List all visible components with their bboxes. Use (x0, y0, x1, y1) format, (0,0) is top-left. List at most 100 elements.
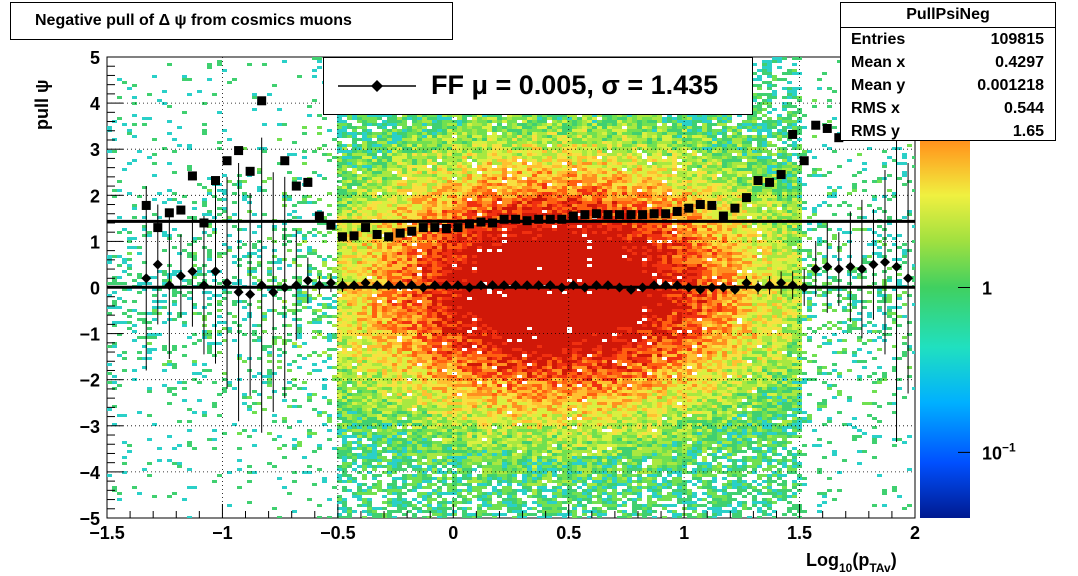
heatmap-bin (472, 375, 477, 378)
heatmap-bin (382, 180, 387, 183)
heatmap-bin (402, 453, 407, 456)
heatmap-bin (372, 312, 377, 315)
heatmap-bin (327, 192, 332, 195)
heatmap-bin (457, 387, 462, 390)
heatmap-bin (437, 261, 442, 264)
heatmap-bin (347, 249, 352, 252)
heatmap-bin (267, 309, 272, 312)
heatmap-bin (462, 327, 467, 330)
heatmap-bin (467, 120, 472, 123)
heatmap-bin (402, 336, 407, 339)
heatmap-bin (397, 372, 402, 375)
heatmap-bin (447, 405, 452, 408)
heatmap-bin (337, 150, 342, 153)
heatmap-bin (412, 459, 417, 462)
heatmap-bin (417, 435, 422, 438)
heatmap-bin (357, 114, 362, 117)
heatmap-bin (297, 327, 302, 330)
heatmap-bin (377, 207, 382, 210)
heatmap-bin (342, 372, 347, 375)
heatmap-bin (447, 198, 452, 201)
heatmap-bin (427, 342, 432, 345)
heatmap-bin (407, 327, 412, 330)
heatmap-bin (477, 126, 482, 129)
heatmap-bin (347, 378, 352, 381)
heatmap-bin (472, 144, 477, 147)
heatmap-bin (417, 294, 422, 297)
heatmap-bin (427, 465, 432, 468)
heatmap-bin (447, 345, 452, 348)
heatmap-bin (322, 264, 327, 267)
heatmap-bin (467, 501, 472, 504)
heatmap-bin (452, 180, 457, 183)
heatmap-bin (472, 477, 477, 480)
heatmap-bin (407, 381, 412, 384)
heatmap-bin (382, 291, 387, 294)
heatmap-bin (432, 357, 437, 360)
heatmap-bin (277, 360, 282, 363)
heatmap-bin (467, 447, 472, 450)
heatmap-bin (337, 207, 342, 210)
heatmap-bin (452, 423, 457, 426)
heatmap-bin (362, 381, 367, 384)
heatmap-bin (337, 465, 342, 468)
heatmap-bin (367, 171, 372, 174)
heatmap-bin (292, 312, 297, 315)
heatmap-bin (407, 438, 412, 441)
heatmap-bin (167, 387, 172, 390)
heatmap-bin (427, 363, 432, 366)
heatmap-bin (197, 183, 202, 186)
heatmap-bin (447, 435, 452, 438)
heatmap-bin (132, 84, 137, 87)
heatmap-bin (172, 150, 177, 153)
heatmap-bin (387, 210, 392, 213)
heatmap-bin (437, 507, 442, 510)
heatmap-bin (467, 471, 472, 474)
heatmap-bin (417, 237, 422, 240)
heatmap-bin (327, 354, 332, 357)
heatmap-bin (452, 159, 457, 162)
heatmap-bin (342, 177, 347, 180)
heatmap-bin (472, 513, 477, 516)
heatmap-bin (467, 462, 472, 465)
heatmap-bin (182, 75, 187, 78)
heatmap-bin (372, 435, 377, 438)
heatmap-bin (432, 396, 437, 399)
heatmap-bin (412, 159, 417, 162)
heatmap-bin (462, 294, 467, 297)
heatmap-bin (362, 261, 367, 264)
heatmap-bin (462, 441, 467, 444)
heatmap-bin (412, 474, 417, 477)
heatmap-bin (292, 405, 297, 408)
heatmap-bin (362, 276, 367, 279)
heatmap-bin (302, 387, 307, 390)
heatmap-bin (152, 213, 157, 216)
heatmap-bin (347, 318, 352, 321)
heatmap-bin (347, 255, 352, 258)
heatmap-bin (372, 273, 377, 276)
heatmap-bin (357, 294, 362, 297)
heatmap-bin (392, 351, 397, 354)
heatmap-bin (352, 381, 357, 384)
heatmap-bin (297, 345, 302, 348)
heatmap-bin (352, 315, 357, 318)
heatmap-bin (242, 300, 247, 303)
heatmap-bin (477, 231, 482, 234)
heatmap-bin (462, 306, 467, 309)
heatmap-bin (407, 315, 412, 318)
heatmap-bin (357, 195, 362, 198)
heatmap-bin (382, 264, 387, 267)
heatmap-bin (377, 321, 382, 324)
heatmap-bin (397, 297, 402, 300)
heatmap-bin (297, 420, 302, 423)
heatmap-bin (167, 363, 172, 366)
heatmap-bin (437, 486, 442, 489)
heatmap-bin (392, 468, 397, 471)
heatmap-bin (402, 129, 407, 132)
heatmap-bin (297, 330, 302, 333)
heatmap-bin (442, 516, 447, 518)
heatmap-bin (457, 450, 462, 453)
heatmap-bin (252, 93, 257, 96)
heatmap-bin (377, 333, 382, 336)
heatmap-bin (457, 489, 462, 492)
